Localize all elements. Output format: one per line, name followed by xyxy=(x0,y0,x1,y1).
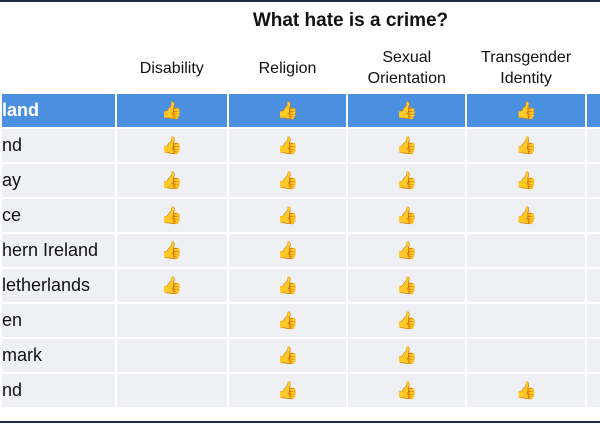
table-row: letherlands 👍 👍 👍 xyxy=(0,267,600,304)
check-cell: 👍 xyxy=(114,197,229,234)
edge-cell xyxy=(585,92,600,129)
check-cell: 👍 xyxy=(226,372,349,409)
check-cell: 👍 xyxy=(114,232,229,269)
check-cell: 👍 xyxy=(465,92,588,129)
check-cell: 👍 xyxy=(226,267,349,304)
check-cell: 👍 xyxy=(465,372,588,409)
corner xyxy=(1,44,116,93)
table-row: mark 👍 👍 xyxy=(0,337,600,374)
check-cell xyxy=(114,372,229,409)
check-cell: 👍 xyxy=(346,232,468,269)
column-header: Transgender Identity xyxy=(481,49,572,87)
table-row: hern Ireland 👍 👍 👍 xyxy=(0,232,600,269)
check-cell xyxy=(465,302,588,339)
row-name: mark xyxy=(0,337,117,374)
check-cell: 👍 xyxy=(465,197,588,234)
check-cell: 👍 xyxy=(346,372,468,409)
check-cell: 👍 xyxy=(226,197,349,234)
top-rule xyxy=(0,0,600,2)
check-cell: 👍 xyxy=(226,302,349,339)
row-name: nd xyxy=(0,127,117,164)
column-header-edge xyxy=(586,44,600,93)
edge-cell xyxy=(585,267,600,304)
check-cell: 👍 xyxy=(465,127,588,164)
check-cell: 👍 xyxy=(114,267,229,304)
row-name: ce xyxy=(0,197,117,234)
check-cell: 👍 xyxy=(346,302,468,339)
check-cell: 👍 xyxy=(226,232,349,269)
check-cell: 👍 xyxy=(114,162,229,199)
edge-cell xyxy=(585,337,600,374)
table-row: en 👍 👍 xyxy=(0,302,600,339)
table-row: ay 👍 👍 👍 👍 xyxy=(0,162,600,199)
check-cell: 👍 xyxy=(346,127,468,164)
edge-cell xyxy=(585,127,600,164)
check-cell xyxy=(465,267,588,304)
row-name: en xyxy=(0,302,117,339)
edge-cell xyxy=(585,302,600,339)
check-cell: 👍 xyxy=(226,337,349,374)
table-row: nd 👍 👍 👍 xyxy=(0,372,600,409)
edge-cell xyxy=(585,232,600,269)
check-cell xyxy=(465,337,588,374)
check-cell: 👍 xyxy=(226,92,349,129)
table: Disability Religion Sexual Orientation Tran… xyxy=(0,44,600,409)
check-cell xyxy=(114,337,229,374)
row-name: nd xyxy=(0,372,117,409)
row-name: letherlands xyxy=(0,267,117,304)
check-cell: 👍 xyxy=(114,127,229,164)
check-cell: 👍 xyxy=(226,162,349,199)
row-name: land xyxy=(0,92,117,129)
check-cell: 👍 xyxy=(346,337,468,374)
header-row: Disability Religion Sexual Orientation Tran… xyxy=(1,44,600,93)
check-cell xyxy=(114,302,229,339)
edge-cell xyxy=(585,162,600,199)
check-cell: 👍 xyxy=(465,162,588,199)
check-cell: 👍 xyxy=(346,197,468,234)
table-row: nd 👍 👍 👍 👍 xyxy=(0,127,600,164)
bottom-rule xyxy=(0,421,600,423)
edge-cell xyxy=(585,197,600,234)
column-header: Sexual Orientation xyxy=(367,49,446,87)
row-name: hern Ireland xyxy=(0,232,117,269)
table-row: land 👍 👍 👍 👍 xyxy=(0,92,600,129)
table-title: What hate is a crime? xyxy=(252,10,449,31)
check-cell xyxy=(465,232,588,269)
check-cell: 👍 xyxy=(346,92,468,129)
edge-cell xyxy=(585,372,600,409)
check-cell: 👍 xyxy=(114,92,229,129)
table-row: ce 👍 👍 👍 👍 xyxy=(0,197,600,234)
row-name: ay xyxy=(0,162,117,199)
column-header: Disability xyxy=(139,59,204,77)
check-cell: 👍 xyxy=(226,127,349,164)
column-header: Religion xyxy=(258,59,317,77)
check-cell: 👍 xyxy=(346,162,468,199)
check-cell: 👍 xyxy=(346,267,468,304)
